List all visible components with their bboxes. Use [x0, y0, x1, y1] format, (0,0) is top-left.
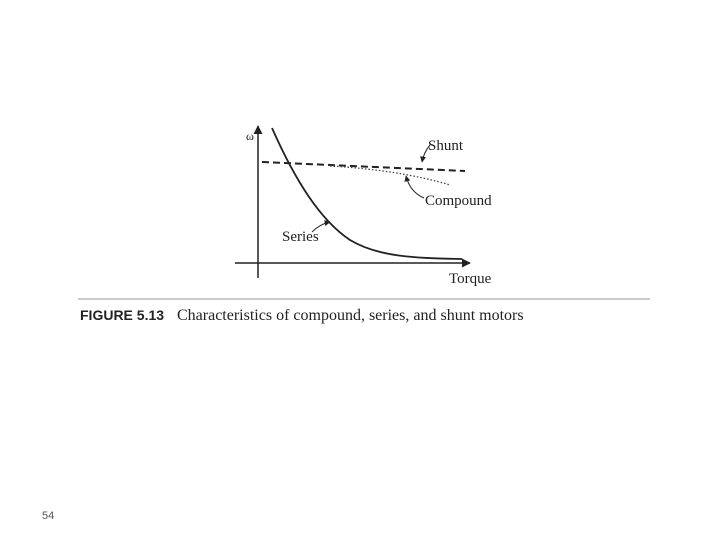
x-axis-label: Torque: [449, 271, 492, 287]
compound-curve: [329, 165, 451, 186]
series-curve: [271, 127, 463, 260]
curve-label: Series: [282, 229, 319, 245]
leader: [404, 175, 425, 199]
page-number: 54: [42, 510, 54, 522]
leader: [311, 220, 331, 233]
figure: ω Torque Shunt Compound Series FIGURE 5.…: [78, 125, 650, 324]
curve-label: Shunt: [428, 138, 464, 154]
caption-number: FIGURE 5.13: [80, 307, 164, 323]
shunt-curve: [261, 161, 466, 172]
curve-label: Compound: [425, 193, 492, 209]
y-axis-label: ω: [246, 129, 254, 143]
caption-text: Characteristics of compound, series, and…: [177, 307, 524, 324]
leader: [420, 144, 431, 163]
